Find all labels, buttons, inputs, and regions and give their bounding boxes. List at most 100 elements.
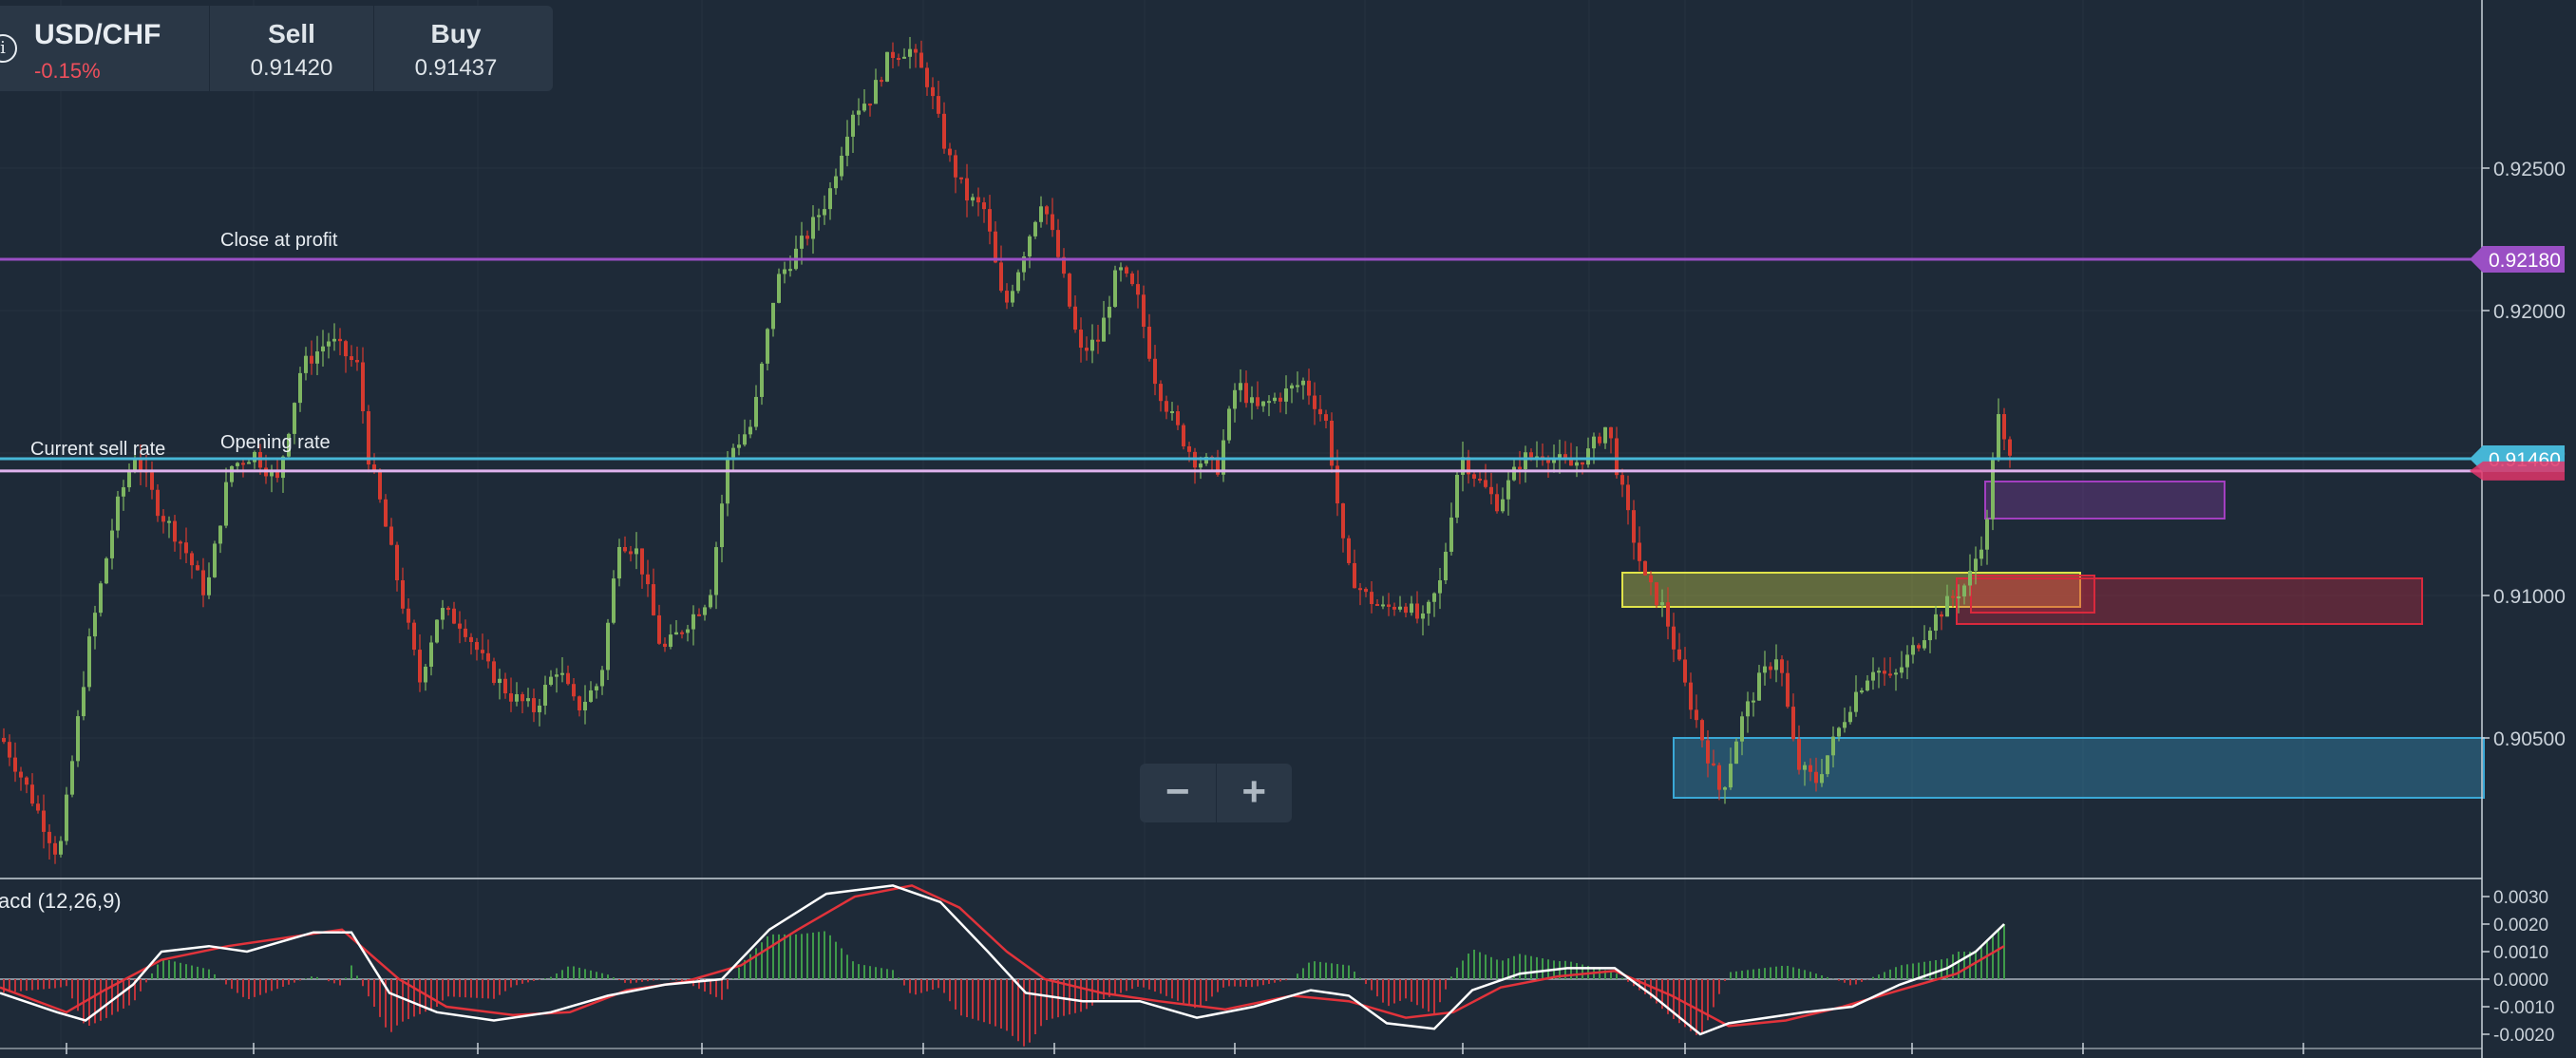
info-icon[interactable]: i [0, 34, 17, 63]
candle-body [190, 553, 194, 566]
horizontal-rate-lines[interactable]: Close at profit Current sell rate Opening … [0, 230, 2482, 473]
candle-body [1341, 503, 1345, 538]
candle-body [600, 670, 604, 687]
candle-body [42, 810, 46, 832]
candle-body [1113, 270, 1117, 308]
candle-body [76, 716, 80, 762]
macd-indicator: acd (12,26,9) 0.0030 0.0020 0.0010 0.0000 -0… [0, 878, 2554, 1054]
candle-body [275, 470, 279, 479]
candle-body [578, 696, 581, 711]
candle-body [1216, 457, 1220, 475]
zoom-in-button[interactable]: + [1215, 764, 1293, 822]
candle-body [1672, 626, 1676, 650]
candle-body [652, 584, 655, 615]
candle-body [868, 104, 872, 106]
candle-body [150, 472, 154, 490]
price-tick-label: 0.92000 [2493, 301, 2566, 323]
candle-body [1467, 457, 1470, 475]
candle-body [771, 302, 775, 330]
candle-body [1968, 571, 1972, 586]
candle-body [161, 516, 165, 522]
candle-body [828, 188, 832, 210]
sell-price: 0.91420 [250, 55, 333, 81]
candle-body [481, 650, 484, 653]
candle-body [184, 542, 188, 554]
candle-body [492, 661, 496, 684]
candle-body [418, 650, 422, 683]
candle-body [1353, 562, 1356, 589]
indicator-tick-label: 0.0020 [2493, 916, 2548, 935]
candle-body [367, 411, 370, 465]
candle-body [1695, 709, 1698, 721]
candle-body [1820, 774, 1824, 784]
candle-body [241, 463, 245, 465]
candle-body [1056, 230, 1060, 257]
candle-body [1928, 631, 1932, 641]
candle-body [116, 496, 120, 531]
candle-body [201, 570, 205, 595]
candle-body [304, 355, 308, 373]
candle-body [1330, 420, 1334, 466]
candle-body [1432, 593, 1436, 602]
candle-body [1313, 395, 1316, 409]
candle-body [407, 608, 410, 623]
candle-body [566, 672, 570, 685]
candle-body [446, 608, 450, 611]
candle-body [646, 574, 650, 585]
indicator-tick-label: 0.0010 [2493, 943, 2548, 963]
candle-body [988, 209, 992, 232]
candle-body [1740, 716, 1744, 742]
candle-body [139, 457, 142, 471]
candle-body [1797, 739, 1801, 770]
candle-body [834, 176, 838, 189]
zoom-out-button[interactable]: − [1140, 764, 1216, 822]
candle-body [2, 738, 6, 743]
candle-body [458, 623, 462, 629]
candle-body [401, 579, 405, 609]
candle-body [965, 178, 969, 201]
candle-body [82, 687, 85, 717]
candle-body [1917, 645, 1921, 649]
candle-body [1455, 474, 1459, 518]
candle-body [25, 777, 28, 785]
candle-body [897, 58, 900, 61]
candle-body [589, 690, 593, 702]
candle-body [452, 608, 456, 624]
candle-body [1233, 389, 1237, 409]
buy-label: Buy [430, 19, 482, 48]
candle-body [731, 447, 735, 458]
candle-body [1643, 560, 1647, 576]
candle-body [173, 520, 177, 542]
candle-body [475, 641, 479, 651]
candle-body [1558, 454, 1562, 459]
candle-body [1888, 673, 1892, 676]
candle-body [93, 613, 97, 637]
candle-body [726, 457, 729, 504]
candle-body [1529, 452, 1533, 458]
candle-body [521, 693, 524, 702]
candle-body [1444, 551, 1448, 581]
candle-body [891, 51, 895, 59]
candle-body [1518, 466, 1522, 469]
buy-button[interactable]: Buy 0.91437 [374, 6, 538, 91]
candle-body [1769, 666, 1772, 671]
candle-body [424, 666, 427, 683]
price-zone [1673, 737, 2485, 799]
candle-body [1085, 348, 1089, 351]
candle-body [583, 701, 587, 711]
candle-body [1603, 426, 1607, 444]
candle-body [714, 547, 718, 595]
candle-body [1575, 462, 1579, 466]
sell-button[interactable]: Sell 0.91420 [210, 6, 374, 91]
candle-body [1301, 380, 1305, 386]
candle-body [1803, 765, 1807, 770]
candle-body [629, 551, 633, 555]
candle-body [1096, 339, 1100, 342]
candle-body [1472, 474, 1476, 480]
candle-body [1934, 614, 1938, 632]
candle-body [1752, 700, 1755, 703]
candle-body [1267, 401, 1271, 404]
candle-body [429, 642, 433, 667]
